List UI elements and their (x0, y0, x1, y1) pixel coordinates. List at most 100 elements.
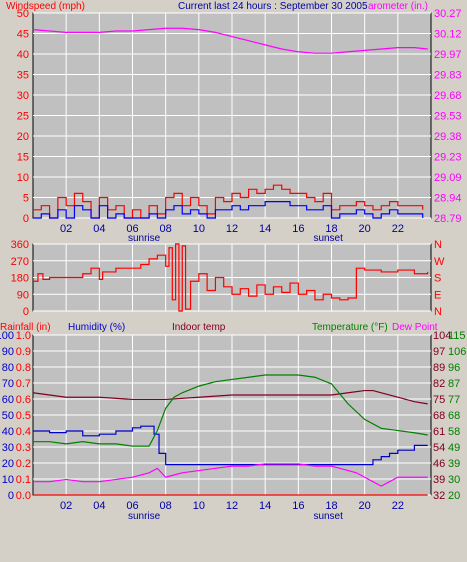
chart-layer: 0 5 10 15 20 25 30 35 40 45 50 28.79 28.94 29.09 29.23… (0, 8, 466, 522)
humidity-tick-label: 100 (0, 330, 14, 342)
humidity-series (33, 425, 428, 466)
wind-hour-tick: 20 (359, 223, 371, 235)
direction-tick-label: 0 (23, 306, 29, 318)
windspeed-tick-label: 0 (23, 213, 29, 225)
compass-tick-label: N (434, 306, 442, 318)
temp-hour-tick: 18 (325, 500, 337, 512)
humidity-tick-label: 10 (2, 474, 14, 486)
temp-hour-tick: 08 (160, 500, 172, 512)
sunrise-label-bottom: sunrise (128, 511, 161, 522)
direction-tick-label: 360 (11, 239, 29, 251)
temp-hour-tick: 14 (259, 500, 271, 512)
temp-hour-tick: 20 (359, 500, 371, 512)
dewpoint-tick-label: 58 (448, 426, 460, 438)
rainfall-tick-label: 0.9 (16, 346, 31, 358)
temp-hour-tick: 06 (126, 500, 138, 512)
temperature-tick-label: 89 (433, 362, 445, 374)
humidity-tick-label: 30 (2, 442, 14, 454)
rainfall-tick-label: 0.2 (16, 458, 31, 470)
rainfall-tick-label: 0.0 (16, 490, 31, 502)
rainfall-tick-label: 0.3 (16, 442, 31, 454)
sunset-label-bottom: sunset (313, 511, 343, 522)
windspeed-tick-label: 10 (17, 172, 29, 184)
dewpoint-tick-label: 20 (448, 490, 460, 502)
direction-tick-label: 180 (11, 273, 29, 285)
windspeed-tick-label: 25 (17, 111, 29, 123)
temperature-tick-label: 61 (433, 426, 445, 438)
dewpoint-tick-label: 68 (448, 410, 460, 422)
dewpoint-axis-title: Dew Point (392, 322, 438, 333)
sunrise-label: sunrise (128, 233, 161, 244)
windspeed-tick-label: 40 (17, 49, 29, 61)
temperature-tick-label: 54 (433, 442, 445, 454)
barometer-tick-label: 28.94 (434, 193, 462, 205)
humidity-tick-label: 40 (2, 426, 14, 438)
wind-hour-tick: 16 (292, 223, 304, 235)
windspeed-tick-label: 30 (17, 90, 29, 102)
dewpoint-tick-label: 96 (448, 362, 460, 374)
barometer-tick-label: 29.53 (434, 111, 462, 123)
compass-tick-label: E (434, 289, 441, 301)
windspeed-tick-label: 5 (23, 193, 29, 205)
humidity-tick-label: 20 (2, 458, 14, 470)
wind-hour-tick: 02 (60, 223, 72, 235)
windspeed-axis-title: Windspeed (mph) (6, 1, 85, 12)
temperature-tick-label: 97 (433, 346, 445, 358)
barometer-tick-label: 28.79 (434, 213, 462, 225)
dewpoint-tick-label: 49 (448, 442, 460, 454)
wind-hour-tick: 08 (160, 223, 172, 235)
rainfall-tick-label: 0.8 (16, 362, 31, 374)
windspeed-tick-label: 15 (17, 152, 29, 164)
humidity-axis-title: Humidity (%) (68, 322, 125, 333)
barometer-tick-label: 29.83 (434, 70, 462, 82)
temperature-axis-title: Temperature (°F) (312, 322, 388, 333)
wind-hour-tick: 22 (392, 223, 404, 235)
dewpoint-tick-label: 77 (448, 394, 460, 406)
wind-hour-tick: 14 (259, 223, 271, 235)
dewpoint-tick-label: 87 (448, 378, 460, 390)
barometer-series (32, 27, 428, 54)
sunset-label: sunset (313, 233, 343, 244)
windspeed-tick-label: 45 (17, 29, 29, 41)
compass-tick-label: N (434, 239, 442, 251)
temperature-tick-label: 39 (433, 474, 445, 486)
rainfall-tick-label: 0.4 (16, 426, 31, 438)
temperature-tick-label: 82 (433, 378, 445, 390)
temperature-tick-label: 46 (433, 458, 445, 470)
temp-hour-tick: 10 (193, 500, 205, 512)
wind-gust-series (33, 201, 424, 219)
rainfall-tick-label: 0.7 (16, 378, 31, 390)
rainfall-tick-label: 1.0 (16, 330, 31, 342)
barometer-tick-label: 29.97 (434, 49, 462, 61)
dewpoint-tick-label: 39 (448, 458, 460, 470)
barometer-tick-label: 30.12 (434, 29, 462, 41)
temperature-tick-label: 104 (433, 330, 451, 342)
temperature-tick-label: 75 (433, 394, 445, 406)
direction-tick-label: 270 (11, 256, 29, 268)
indoor-temp-series (32, 389, 428, 405)
rainfall-tick-label: 0.5 (16, 410, 31, 422)
wind-hour-tick: 10 (193, 223, 205, 235)
barometer-tick-label: 29.68 (434, 90, 462, 102)
humidity-tick-label: 0 (8, 490, 14, 502)
wind-hour-tick: 06 (126, 223, 138, 235)
barometer-axis-title: arometer (in.) (368, 1, 428, 12)
chart-title: Current last 24 hours : September 30 200… (178, 1, 368, 12)
humidity-tick-label: 70 (2, 378, 14, 390)
indoor-temp-title: Indoor temp (172, 322, 226, 333)
wind-hour-tick: 04 (93, 223, 105, 235)
barometer-tick-label: 29.38 (434, 131, 462, 143)
wind-hour-tick: 18 (325, 223, 337, 235)
barometer-tick-label: 30.27 (434, 8, 462, 20)
temperature-f-series (33, 374, 428, 447)
temp-hour-tick: 02 (60, 500, 72, 512)
temp-hour-tick: 12 (226, 500, 238, 512)
temp-hour-tick: 16 (292, 500, 304, 512)
humidity-tick-label: 80 (2, 362, 14, 374)
rainfall-tick-label: 0.6 (16, 394, 31, 406)
barometer-tick-label: 29.09 (434, 172, 462, 184)
compass-tick-label: S (434, 273, 441, 285)
barometer-tick-label: 29.23 (434, 152, 462, 164)
